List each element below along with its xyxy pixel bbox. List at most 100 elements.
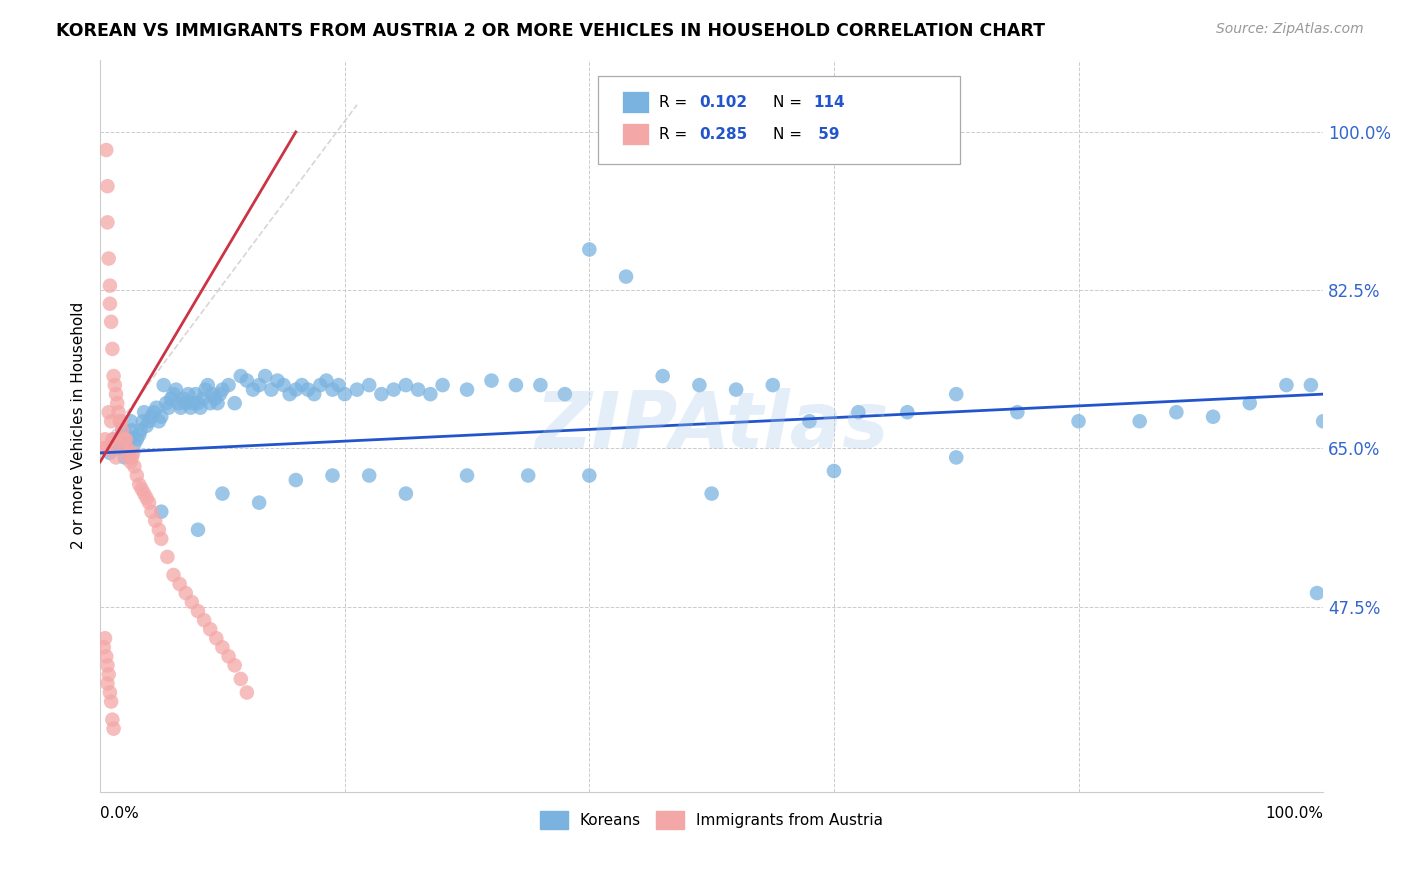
Point [224,396,246,410]
Point [406,383,429,397]
Point [120,455,142,469]
Point [823,464,845,478]
Text: ZIPAtlas: ZIPAtlas [534,388,889,464]
Point [848,405,870,419]
Text: R =: R = [659,127,692,142]
Point [117,446,139,460]
Point [211,486,233,500]
Point [194,383,217,397]
Point [200,622,222,636]
Point [132,414,155,428]
Point [177,387,200,401]
Point [94,632,117,646]
Point [1306,586,1329,600]
Point [174,586,197,600]
Point [205,632,228,646]
Point [254,369,277,384]
Point [150,505,173,519]
Text: 0.0%: 0.0% [100,805,139,821]
Point [1129,414,1152,428]
Point [141,409,163,424]
FancyBboxPatch shape [598,76,960,164]
Text: R =: R = [659,95,692,110]
Point [98,685,121,699]
Point [505,378,527,392]
Point [1007,405,1029,419]
Point [138,495,160,509]
Point [578,243,600,257]
Point [155,396,177,410]
Legend: Koreans, Immigrants from Austria: Koreans, Immigrants from Austria [534,805,889,836]
Point [529,378,551,392]
Point [101,713,124,727]
Point [148,414,170,428]
Point [224,658,246,673]
Point [218,649,240,664]
Point [382,383,405,397]
Point [112,433,135,447]
Point [98,446,121,460]
Point [190,401,212,415]
Point [456,383,478,397]
Point [284,473,307,487]
Point [945,450,967,465]
Point [359,378,381,392]
Point [150,409,173,424]
Point [614,269,637,284]
Point [395,378,418,392]
Point [395,486,418,500]
Point [104,433,127,447]
Point [284,383,307,397]
Point [321,383,343,397]
Point [96,649,118,664]
Point [111,423,134,437]
FancyBboxPatch shape [623,123,650,145]
Point [135,491,157,505]
Point [725,383,748,397]
Point [98,296,121,310]
Text: 0.285: 0.285 [699,127,748,142]
Point [688,378,710,392]
Point [160,392,183,406]
Point [114,433,136,447]
Point [1312,414,1334,428]
Point [1166,405,1188,419]
Point [187,523,209,537]
Point [108,414,131,428]
Point [104,433,127,447]
Point [96,676,118,690]
Point [700,486,723,500]
Point [578,468,600,483]
Point [297,383,319,397]
Point [142,405,165,419]
Point [121,450,143,465]
Point [96,143,118,157]
Point [121,423,143,437]
Point [157,401,180,415]
Point [197,378,219,392]
Point [236,374,259,388]
Text: KOREAN VS IMMIGRANTS FROM AUSTRIA 2 OR MORE VEHICLES IN HOUSEHOLD CORRELATION CH: KOREAN VS IMMIGRANTS FROM AUSTRIA 2 OR M… [56,22,1045,40]
Point [180,401,202,415]
Point [124,437,146,451]
Point [152,378,174,392]
Point [315,374,337,388]
Point [122,446,145,460]
Point [143,514,166,528]
Point [762,378,785,392]
Text: 59: 59 [813,127,839,142]
Point [103,722,125,736]
Point [346,383,368,397]
Point [169,577,191,591]
Point [208,387,231,401]
Text: 0.102: 0.102 [699,95,748,110]
Point [302,387,325,401]
Point [170,401,193,415]
Point [1202,409,1225,424]
Point [200,396,222,410]
Point [94,433,117,447]
Point [278,387,301,401]
Point [100,315,122,329]
Point [370,387,392,401]
Point [100,414,122,428]
